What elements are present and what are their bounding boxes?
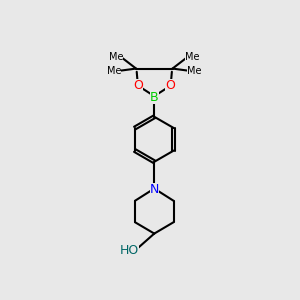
Text: O: O	[165, 79, 175, 92]
Text: Me: Me	[109, 52, 123, 62]
Text: Me: Me	[187, 66, 202, 76]
Text: B: B	[150, 91, 159, 104]
Text: N: N	[150, 183, 159, 196]
Text: O: O	[133, 79, 143, 92]
Text: Me: Me	[185, 52, 200, 62]
Text: HO: HO	[120, 244, 139, 257]
Text: Me: Me	[107, 66, 121, 76]
